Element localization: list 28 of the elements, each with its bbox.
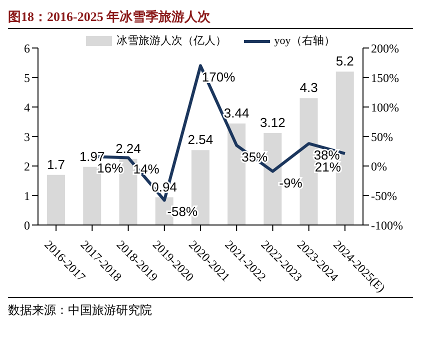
- data-label: 2.54: [188, 132, 214, 148]
- y-tick-label: 5: [24, 70, 30, 85]
- y2-tick-label: 50%: [371, 130, 393, 144]
- chart-title: 图18：2016-2025 年冰雪季旅游人次: [8, 8, 413, 29]
- y-tick-label: 1: [24, 188, 30, 203]
- data-label: 3.44: [224, 106, 250, 121]
- source-note: 数据来源：中国旅游研究院: [8, 302, 153, 319]
- y-tick-label: 2: [24, 159, 30, 174]
- y2-tick-label: 200%: [371, 41, 399, 56]
- y2-tick-label: 150%: [371, 70, 399, 85]
- y2-tick-label: 100%: [371, 100, 399, 114]
- y2-tick-label: 0%: [371, 159, 387, 174]
- legend-label: yoy（右轴）: [273, 34, 335, 48]
- y-tick-label: 6: [24, 41, 30, 56]
- y-tick-label: 4: [24, 100, 30, 114]
- data-label: 5.2: [336, 54, 354, 69]
- data-label: 2.24: [116, 140, 141, 156]
- y-tick-label: 0: [24, 218, 30, 232]
- data-label: 4.3: [300, 80, 318, 96]
- legend-label: 冰雪旅游人次（亿人）: [115, 34, 226, 48]
- bar: [47, 174, 65, 225]
- data-label: 3.12: [260, 114, 286, 130]
- y2-tick-label: -50%: [371, 188, 397, 203]
- data-label: -9%: [279, 175, 303, 190]
- y-tick-label: 3: [24, 130, 30, 144]
- y2-tick-label: -100%: [371, 218, 403, 232]
- data-label: 1.7: [46, 156, 66, 172]
- data-label: -58%: [167, 204, 198, 220]
